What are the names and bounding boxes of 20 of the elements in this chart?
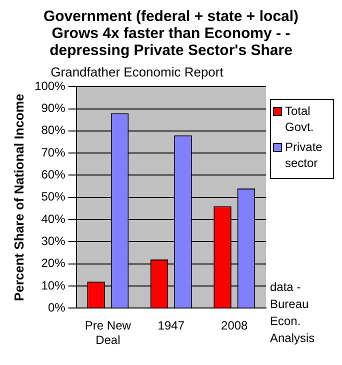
x-tick-label: 2008 xyxy=(221,318,248,333)
x-tick-label: Pre New Deal xyxy=(84,318,132,348)
y-tick-label: 30% xyxy=(41,234,66,248)
legend-label: Private sector xyxy=(285,139,324,171)
chart-title: Government (federal + state + local) Grows 4x faster than Economy - - depressing Private Sector's Share xyxy=(42,8,300,59)
legend-label: Total Govt. xyxy=(285,103,315,135)
y-tick-label: 20% xyxy=(41,256,66,270)
y-tick-label: 50% xyxy=(41,190,66,204)
y-tick-label: 70% xyxy=(41,145,66,160)
y-tick-label: 80% xyxy=(41,123,66,138)
chart-subtitle: Grandfather Economic Report xyxy=(50,64,224,80)
y-tick-label: 10% xyxy=(41,278,66,292)
text: data - Bureau Econ. Analysis xyxy=(270,279,316,347)
y-tick-label: 90% xyxy=(41,101,66,116)
y-axis-title: Percent Share of National Income xyxy=(11,94,26,302)
y-tick-label: 0% xyxy=(48,300,66,315)
y-tick-label: 40% xyxy=(41,212,66,226)
y-tick-label: 100% xyxy=(34,78,66,93)
x-tick-label: 1947 xyxy=(158,318,185,333)
y-tick-label: 60% xyxy=(41,168,66,182)
